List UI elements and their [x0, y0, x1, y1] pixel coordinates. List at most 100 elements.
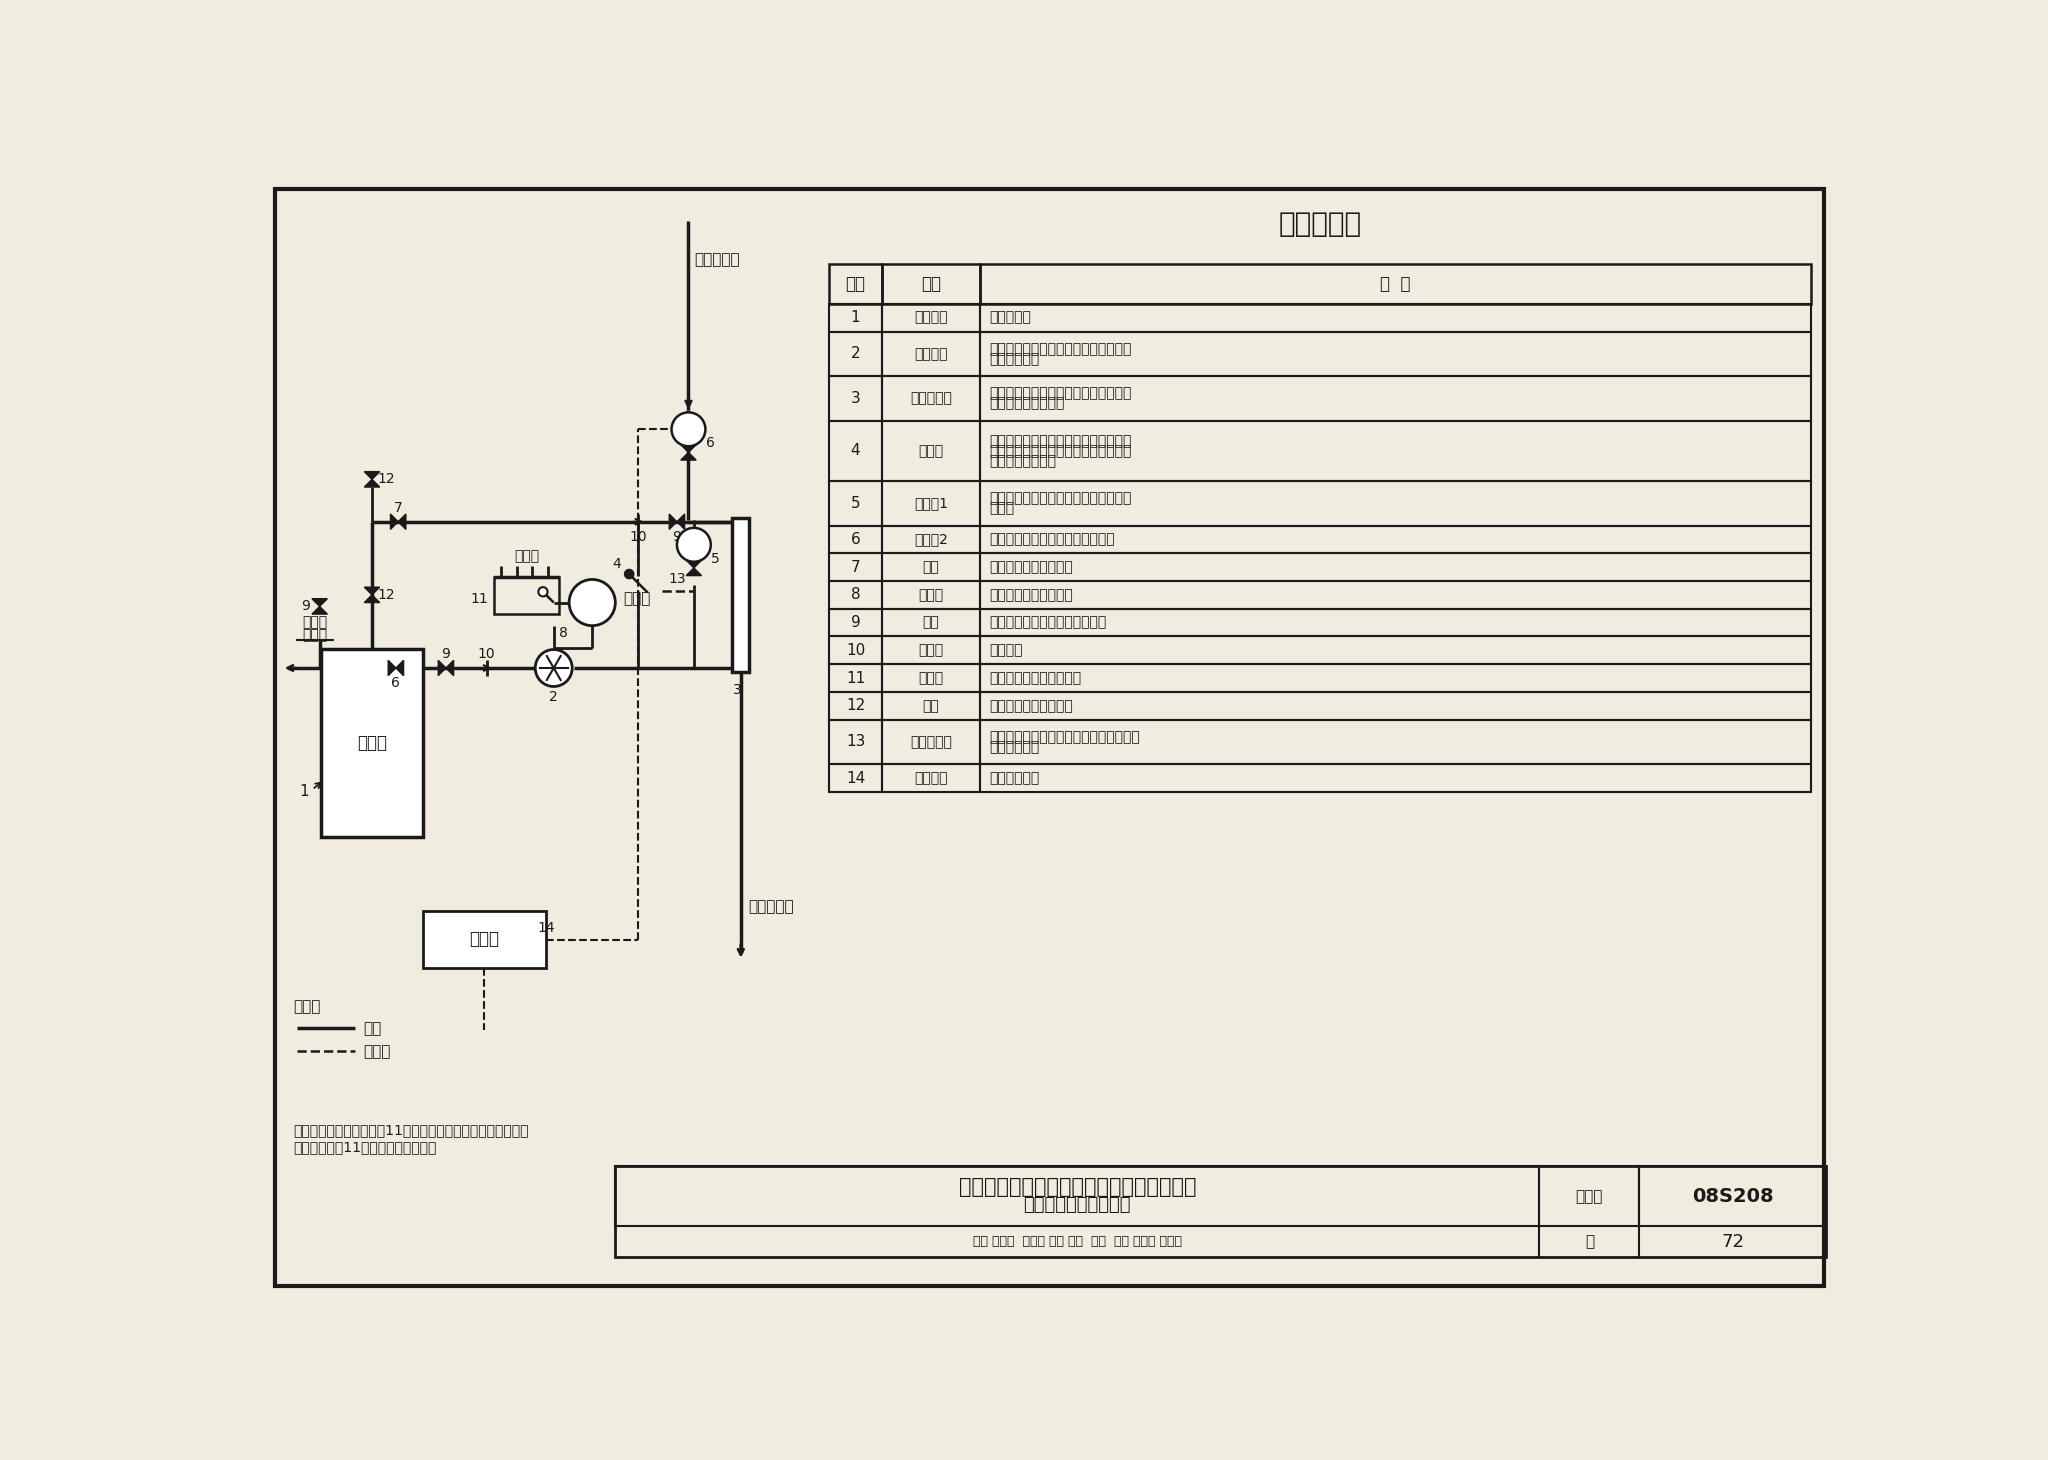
Text: 管线: 管线 — [362, 1021, 381, 1035]
Text: 5: 5 — [850, 496, 860, 511]
Bar — [981, 377, 1810, 420]
Text: 泡沫液: 泡沫液 — [303, 615, 328, 629]
Text: 控制管路开关，系统工作时常开: 控制管路开关，系统工作时常开 — [989, 616, 1106, 629]
Bar — [829, 553, 883, 581]
Text: 编号: 编号 — [846, 274, 866, 293]
Bar — [883, 264, 981, 304]
Text: 使泡沫液和水按一定比例混合，按需要: 使泡沫液和水按一定比例混合，按需要 — [989, 387, 1133, 400]
Circle shape — [569, 580, 614, 626]
Bar — [981, 480, 1810, 526]
Text: M: M — [682, 422, 696, 437]
Bar — [883, 304, 981, 331]
Text: 消防水进水: 消防水进水 — [694, 253, 739, 267]
Bar — [322, 648, 422, 838]
Polygon shape — [389, 660, 395, 676]
Text: 节泡沫液压力与水的压力保持平衡，以: 节泡沫液压力与水的压力保持平衡，以 — [989, 444, 1133, 458]
Text: 安全阀: 安全阀 — [918, 588, 944, 602]
Text: 2: 2 — [850, 346, 860, 361]
Bar — [733, 518, 750, 672]
Bar — [981, 420, 1810, 480]
Text: 10: 10 — [477, 647, 496, 661]
Bar — [422, 911, 547, 968]
Text: 3: 3 — [850, 391, 860, 406]
Text: 传输泡沫液与水的压力，在设定压力下，: 传输泡沫液与水的压力，在设定压力下， — [989, 730, 1141, 745]
Text: 72: 72 — [1720, 1232, 1745, 1251]
Text: 阀门: 阀门 — [924, 561, 940, 574]
Bar — [829, 304, 883, 331]
Bar — [883, 581, 981, 609]
Text: 混合液出液: 混合液出液 — [748, 899, 795, 914]
Polygon shape — [680, 445, 696, 453]
Polygon shape — [670, 514, 678, 530]
Text: 9: 9 — [850, 615, 860, 631]
Text: 常闭，系统冲洗时打开: 常闭，系统冲洗时打开 — [989, 561, 1073, 574]
Bar — [981, 331, 1810, 377]
Bar — [883, 526, 981, 553]
Text: 7: 7 — [850, 559, 860, 575]
Polygon shape — [686, 568, 702, 575]
Circle shape — [535, 650, 571, 686]
Text: 当泡沫液及混合液系统工作时打开: 当泡沫液及混合液系统工作时打开 — [989, 533, 1116, 546]
Text: 的混合液流量来选择: 的混合液流量来选择 — [989, 397, 1065, 410]
Bar — [883, 764, 981, 791]
Polygon shape — [365, 472, 379, 479]
Text: 功  能: 功 能 — [1380, 274, 1411, 293]
Bar — [829, 377, 883, 420]
Polygon shape — [438, 660, 446, 676]
Text: 将泡沫液加压: 将泡沫液加压 — [989, 352, 1040, 366]
Text: 保证精确的混合比: 保证精确的混合比 — [989, 454, 1057, 467]
Bar — [829, 664, 883, 692]
Text: 排水坑: 排水坑 — [514, 549, 539, 564]
Circle shape — [625, 569, 633, 578]
Polygon shape — [391, 514, 397, 530]
Bar — [883, 331, 981, 377]
Text: 名称: 名称 — [922, 274, 940, 293]
Text: 依靠水力作用的先导型调节阀，自动调: 依靠水力作用的先导型调节阀，自动调 — [989, 434, 1133, 448]
Text: 13: 13 — [668, 572, 686, 587]
Bar — [829, 720, 883, 764]
Text: 控制线路: 控制线路 — [913, 771, 948, 785]
Text: 14: 14 — [537, 921, 555, 936]
Text: 14: 14 — [846, 771, 864, 785]
Text: 阀门: 阀门 — [924, 616, 940, 629]
Circle shape — [539, 587, 547, 596]
Polygon shape — [446, 660, 453, 676]
Text: 管线连接与第11页原理图略有不同。: 管线连接与第11页原理图略有不同。 — [293, 1140, 436, 1153]
Text: 10: 10 — [629, 530, 647, 545]
Text: 泡沫液泵: 泡沫液泵 — [913, 347, 948, 361]
Text: 9: 9 — [672, 530, 682, 545]
Polygon shape — [311, 599, 328, 606]
Text: 控制柜: 控制柜 — [469, 930, 500, 949]
Text: 9: 9 — [442, 647, 451, 661]
Polygon shape — [678, 514, 684, 530]
Bar — [1638, 1167, 1825, 1226]
Bar — [883, 480, 981, 526]
Bar — [829, 331, 883, 377]
Text: 08S208: 08S208 — [1692, 1187, 1774, 1206]
Polygon shape — [365, 594, 379, 603]
Text: 图例：: 图例： — [293, 999, 322, 1015]
Polygon shape — [365, 587, 379, 594]
Text: 过滤器: 过滤器 — [918, 672, 944, 685]
Bar — [981, 764, 1810, 791]
Text: 12: 12 — [846, 698, 864, 714]
Bar — [494, 577, 559, 615]
Bar — [1540, 1167, 1638, 1226]
Text: 控制阀门开闭: 控制阀门开闭 — [989, 771, 1040, 785]
Bar — [883, 664, 981, 692]
Text: 防止回流: 防止回流 — [989, 644, 1024, 657]
Bar — [883, 377, 981, 420]
Text: 9: 9 — [301, 600, 309, 613]
Bar — [829, 581, 883, 609]
Text: 控制线: 控制线 — [362, 1044, 389, 1058]
Text: 平衡压力式泡沫比例混合装置原理图（三）: 平衡压力式泡沫比例混合装置原理图（三） — [958, 1177, 1196, 1197]
Polygon shape — [311, 606, 328, 615]
Text: 泡沫液系统超压时回流: 泡沫液系统超压时回流 — [989, 588, 1073, 602]
Text: 12: 12 — [377, 588, 395, 602]
Text: 注入口: 注入口 — [303, 628, 328, 642]
Bar — [981, 720, 1810, 764]
Text: 止回阀: 止回阀 — [918, 644, 944, 657]
Text: 11: 11 — [846, 670, 864, 686]
Bar — [829, 692, 883, 720]
Text: 2: 2 — [549, 691, 559, 704]
